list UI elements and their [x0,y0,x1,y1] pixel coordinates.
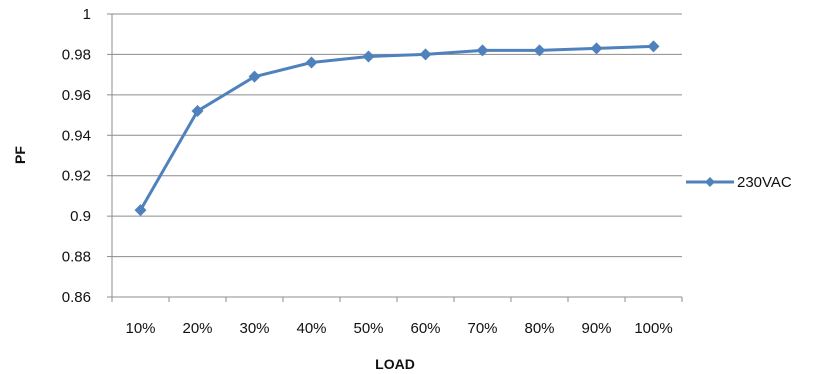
y-tick-label: 0.94 [62,127,91,144]
series-lines [139,44,654,211]
y-tick-label: 0.9 [70,208,91,225]
x-axis-title: LOAD [375,356,415,372]
data-point-marker [590,42,603,55]
y-tick-label: 0.88 [62,249,91,266]
y-tick-labels: 0.86 0.88 0.9 0.92 0.94 0.96 0.98 1 [62,6,91,306]
data-point-marker [647,40,660,53]
legend: 230VAC [686,174,792,191]
x-tick-label: 40% [296,320,326,337]
x-tick-label: 90% [581,320,611,337]
gridlines [107,13,683,302]
y-tick-label: 0.96 [62,87,91,104]
x-tick-label: 100% [634,320,672,337]
y-tick-label: 1 [83,6,91,23]
data-point-marker [476,44,489,57]
data-point-marker [533,44,546,57]
x-tick-label: 70% [467,320,497,337]
axes [111,14,682,298]
data-point-marker [134,204,147,217]
legend-label: 230VAC [737,174,792,191]
x-tick-labels: 10% 20% 30% 40% 50% 60% 70% 80% 90% 100% [125,320,672,337]
data-point-marker [419,48,432,61]
y-tick-label: 0.92 [62,168,91,185]
x-tick-label: 60% [410,320,440,337]
x-tick-label: 20% [182,320,212,337]
y-tick-label: 0.98 [62,46,91,63]
data-point-marker [305,56,318,69]
series-markers [134,40,660,217]
x-tick-label: 80% [524,320,554,337]
x-tick-label: 50% [353,320,383,337]
y-tick-label: 0.86 [62,289,91,306]
x-tick-label: 30% [239,320,269,337]
data-point-marker [248,70,261,83]
x-tick-label: 10% [125,320,155,337]
y-axis-title: PF [12,146,28,164]
data-point-marker [362,50,375,63]
data-point-marker [191,105,204,118]
legend-marker-diamond [705,177,715,187]
series-line-0 [139,44,654,211]
